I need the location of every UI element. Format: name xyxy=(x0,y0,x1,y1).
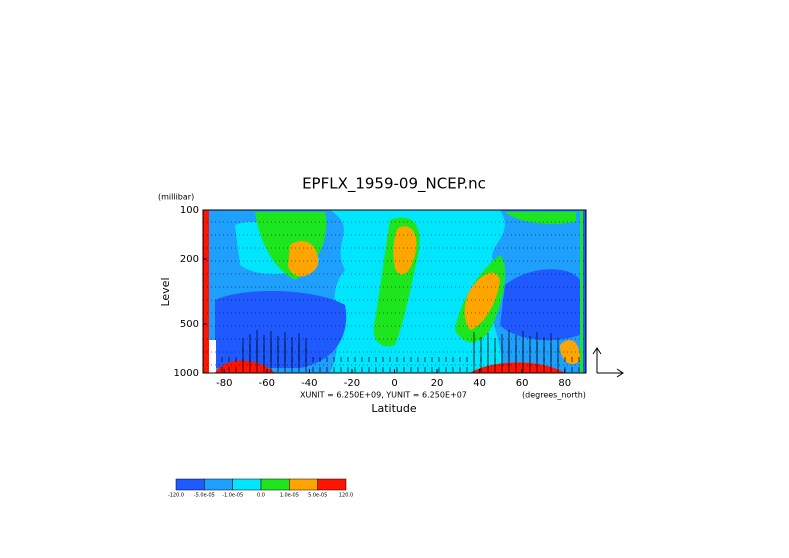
colorbar-label: -5.0e-05 xyxy=(194,493,215,499)
colorbar-label: -120.0 xyxy=(168,493,184,499)
x-axis-label: Latitude xyxy=(371,402,417,415)
colorbar-swatch xyxy=(289,478,318,491)
x-tick-label: 20 xyxy=(431,378,444,389)
colorbar-swatch xyxy=(260,478,290,491)
colorbar-label: 5.0e-05 xyxy=(308,493,327,499)
y-unit-label: (millibar) xyxy=(158,193,194,202)
colorbar-label: 120.0 xyxy=(339,493,353,499)
y-tick-label: 100 xyxy=(180,205,199,216)
flux-vectors xyxy=(221,330,580,372)
vector-scale-label: XUNIT = 6.250E+09, YUNIT = 6.250E+07 xyxy=(300,391,467,400)
colorbar-label: 1.0e-05 xyxy=(280,493,299,499)
colorbar-swatch xyxy=(204,478,233,491)
reference-vector xyxy=(592,347,624,378)
y-tick-label: 1000 xyxy=(174,368,199,379)
y-tick-label: 500 xyxy=(180,319,199,330)
x-unit-label: (degrees_north) xyxy=(522,391,586,400)
x-tick-label: -60 xyxy=(259,378,275,389)
x-tick-label: 80 xyxy=(558,378,571,389)
x-tick-label: 40 xyxy=(473,378,486,389)
chart-title: EPFLX_1959-09_NCEP.nc xyxy=(302,175,486,194)
x-tick-label: -20 xyxy=(344,378,360,389)
x-tick-label: 0 xyxy=(391,378,397,389)
colorbar-swatch xyxy=(232,478,262,491)
colorbar-swatch xyxy=(317,478,347,491)
x-tick-label: -80 xyxy=(216,378,232,389)
colorbar-label: -1.0e-05 xyxy=(222,493,243,499)
x-tick-label: -40 xyxy=(301,378,317,389)
colorbar-label: 0.0 xyxy=(257,493,265,499)
y-tick-label: 200 xyxy=(180,254,199,265)
y-axis-label: Level xyxy=(159,277,172,306)
colorbar-swatch xyxy=(175,478,205,491)
contour-field xyxy=(203,210,586,373)
x-tick-label: 60 xyxy=(516,378,529,389)
